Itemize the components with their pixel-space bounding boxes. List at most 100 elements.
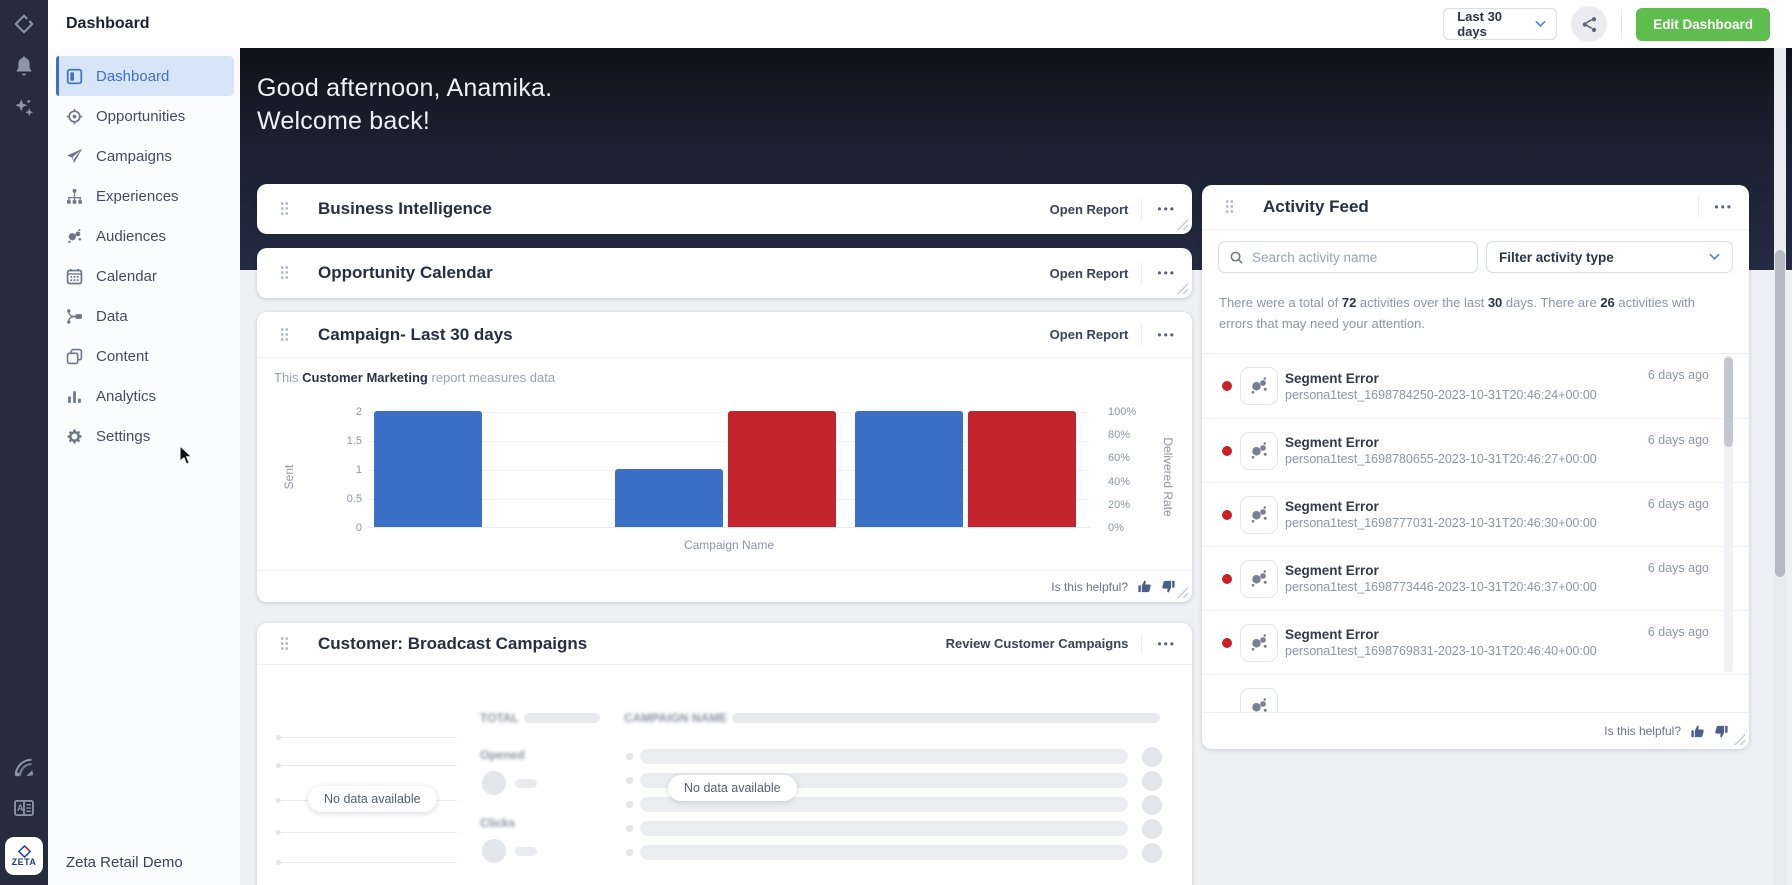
y-axis-tick-right: 80% <box>1108 429 1131 442</box>
share-button[interactable] <box>1571 6 1608 42</box>
open-report-link[interactable]: Open Report <box>1049 201 1129 217</box>
signal-status-icon[interactable] <box>13 757 35 779</box>
sidebar-item-analytics[interactable]: Analytics <box>48 376 240 416</box>
chart-subtitle: This Customer Marketing report measures … <box>274 370 556 385</box>
sidebar-item-calendar[interactable]: Calendar <box>48 256 240 296</box>
activity-item[interactable]: Segment Error persona1test_1698780655-202… <box>1202 418 1749 482</box>
chart-bar-sent <box>374 411 482 527</box>
y-axis-tick-left: 0.5 <box>346 493 362 505</box>
sidebar-item-label: Data <box>96 307 128 325</box>
drag-handle-icon[interactable] <box>280 635 288 652</box>
card-customer-broadcast: Customer: Broadcast Campaigns Review Cus… <box>257 623 1192 885</box>
edit-dashboard-button[interactable]: Edit Dashboard <box>1636 7 1770 41</box>
drag-handle-icon[interactable] <box>280 265 288 281</box>
y-axis-tick-right: 0% <box>1108 522 1124 534</box>
helpful-label: Is this helpful? <box>1604 724 1681 738</box>
content-icon <box>66 348 83 365</box>
error-dot <box>1222 381 1232 391</box>
chevron-down-icon <box>1709 253 1720 261</box>
activity-type-filter[interactable]: Filter activity type <box>1486 241 1733 273</box>
sidebar-item-opportunities[interactable]: Opportunities <box>48 96 240 136</box>
review-campaigns-link[interactable]: Review Customer Campaigns <box>945 636 1129 651</box>
sidebar-item-content[interactable]: Content <box>48 336 240 376</box>
thumbs-down-icon[interactable] <box>1161 579 1176 594</box>
drag-handle-icon[interactable] <box>280 326 288 343</box>
sidebar-item-dashboard[interactable]: Dashboard <box>56 56 234 96</box>
activity-time: 6 days ago <box>1647 497 1709 511</box>
activity-time: 6 days ago <box>1647 561 1709 575</box>
y-axis-tick-left: 1 <box>355 464 362 476</box>
activity-item[interactable]: Segment Error persona1test_1698784250-202… <box>1202 354 1749 418</box>
card-menu-icon[interactable]: ••• <box>1157 202 1176 216</box>
audience-segment-icon <box>1240 495 1278 534</box>
card-menu-icon[interactable]: ••• <box>1157 266 1176 280</box>
sparkles-ai-icon[interactable] <box>13 97 35 119</box>
card-opportunity-calendar: Opportunity Calendar Open Report ••• <box>257 248 1192 298</box>
card-title: Business Intelligence <box>318 199 492 218</box>
sidebar-item-label: Campaigns <box>96 147 172 165</box>
analytics-icon <box>66 388 83 405</box>
activity-scrollbar-thumb[interactable] <box>1724 357 1733 447</box>
card-menu-icon[interactable]: ••• <box>1714 200 1733 214</box>
sidebar-item-data[interactable]: Data <box>48 296 240 336</box>
activity-search-input[interactable] <box>1252 249 1467 265</box>
thumbs-down-icon[interactable] <box>1714 724 1729 739</box>
zeta-mark-icon[interactable] <box>13 13 35 35</box>
activity-title: Segment Error <box>1285 563 1379 578</box>
chart-bar-delivered-rate <box>968 411 1077 527</box>
page-scrollbar-thumb[interactable] <box>1775 250 1785 577</box>
experiences-icon <box>66 188 83 205</box>
thumbs-up-icon[interactable] <box>1137 579 1152 594</box>
card-menu-icon[interactable]: ••• <box>1157 327 1176 342</box>
activity-time: 6 days ago <box>1647 625 1709 639</box>
notifications-bell-icon[interactable] <box>13 55 35 77</box>
chevron-down-icon <box>1535 20 1546 28</box>
activity-search <box>1218 241 1478 273</box>
share-icon <box>1582 16 1596 32</box>
y-axis-label-left: Sent <box>282 464 296 490</box>
sidebar-item-label: Audiences <box>96 227 167 245</box>
sidebar: Dashboard Opportunities Campaigns Experienc… <box>48 48 240 885</box>
sidebar-item-campaigns[interactable]: Campaigns <box>48 136 240 176</box>
sidebar-item-experiences[interactable]: Experiences <box>48 176 240 216</box>
open-report-link[interactable]: Open Report <box>1049 265 1129 281</box>
drag-handle-icon[interactable] <box>280 201 288 217</box>
date-range-select[interactable]: Last 30 days <box>1443 8 1558 40</box>
activity-item[interactable] <box>1202 674 1749 712</box>
card-menu-icon[interactable]: ••• <box>1157 636 1176 651</box>
no-data-pill: No data available <box>308 786 437 812</box>
error-dot <box>1222 573 1232 584</box>
greeting: Good afternoon, Anamika. Welcome back! <box>257 72 552 137</box>
activity-item[interactable]: Segment Error persona1test_1698777031-202… <box>1202 482 1749 546</box>
app-rail: A ZETA <box>0 0 48 885</box>
audience-segment-icon <box>1240 431 1278 470</box>
filter-label: Filter activity type <box>1499 249 1614 265</box>
open-report-link[interactable]: Open Report <box>1049 327 1129 342</box>
drag-handle-icon[interactable] <box>1225 199 1233 215</box>
activity-id: persona1test_1698784250-2023-10-31T20:46… <box>1285 387 1597 402</box>
sidebar-item-label: Calendar <box>96 267 157 285</box>
thumbs-up-icon[interactable] <box>1690 724 1705 739</box>
chart-bar-sent <box>614 469 723 527</box>
card-title: Opportunity Calendar <box>318 263 493 282</box>
activity-item[interactable]: Segment Error persona1test_1698773446-202… <box>1202 546 1749 610</box>
opportunities-icon <box>66 108 83 125</box>
page-title: Dashboard <box>66 15 150 32</box>
activity-time: 6 days ago <box>1647 368 1709 382</box>
dashboard-icon <box>66 68 83 85</box>
card-title: Campaign- Last 30 days <box>318 324 513 344</box>
data-icon <box>66 308 83 325</box>
sidebar-item-label: Settings <box>96 427 151 445</box>
y-axis-tick-left: 0 <box>355 522 362 534</box>
activity-title: Segment Error <box>1285 627 1379 642</box>
knowledge-book-icon[interactable]: A <box>13 797 35 819</box>
activity-list: Segment Error persona1test_1698784250-202… <box>1202 353 1749 712</box>
y-axis-tick-right: 20% <box>1108 498 1131 511</box>
activity-item[interactable]: Segment Error persona1test_1698769831-202… <box>1202 610 1749 674</box>
sidebar-item-audiences[interactable]: Audiences <box>48 216 240 256</box>
zeta-logo[interactable]: ZETA <box>5 837 43 875</box>
column-header-total: TOTAL <box>480 711 519 725</box>
sidebar-item-settings[interactable]: Settings <box>48 416 240 456</box>
error-dot <box>1222 445 1232 456</box>
error-dot <box>1222 637 1232 648</box>
